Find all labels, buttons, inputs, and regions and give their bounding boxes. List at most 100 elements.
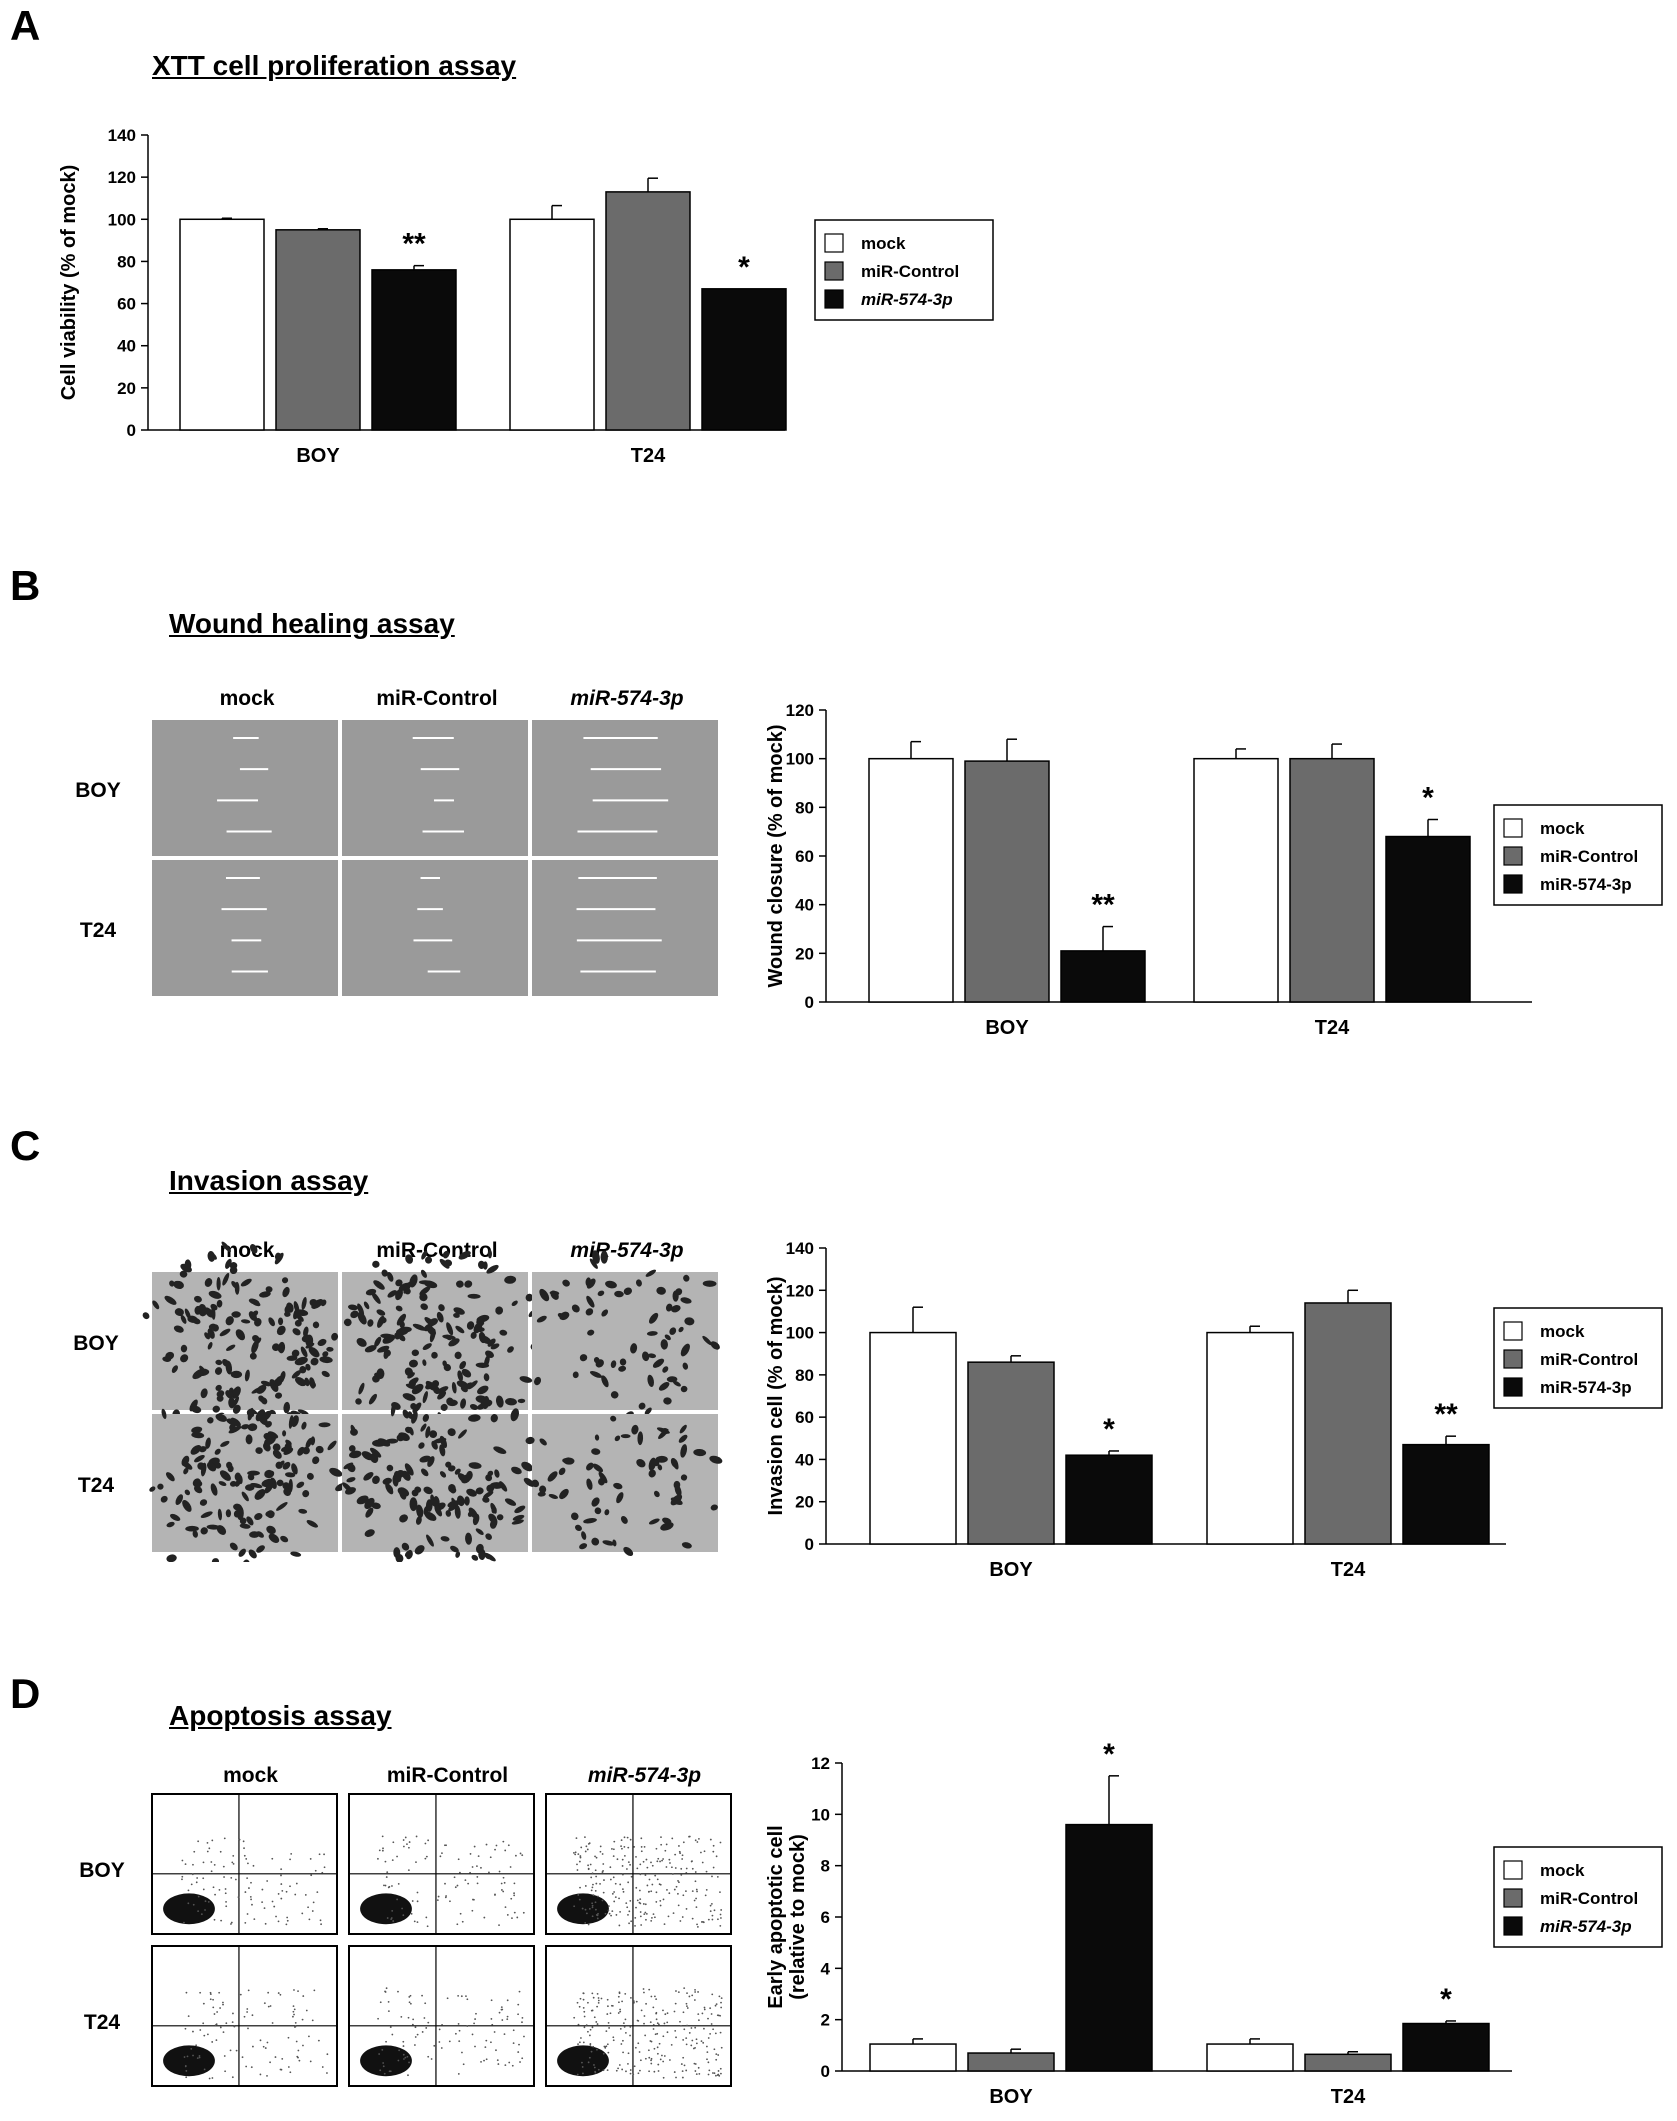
event-dot <box>285 1890 288 1893</box>
event-dot <box>644 2057 647 2060</box>
event-dot <box>653 2047 656 2050</box>
event-dot <box>587 2001 589 2004</box>
event-dot <box>681 1854 684 1857</box>
event-dot <box>696 1926 699 1928</box>
event-dot <box>628 1910 631 1913</box>
stained-cell <box>245 1484 255 1491</box>
y-tick-label: 20 <box>795 1493 814 1512</box>
event-dot <box>454 1886 457 1889</box>
event-dot <box>596 1917 599 1920</box>
legend-box <box>814 219 994 321</box>
stained-cell <box>678 1434 688 1443</box>
event-dot <box>621 1888 624 1890</box>
event-dot <box>480 2060 482 2063</box>
panel-a-title: XTT cell proliferation assay <box>152 50 517 81</box>
stained-cell <box>399 1514 408 1523</box>
event-dot <box>232 1854 235 1857</box>
stained-cell <box>489 1519 497 1529</box>
event-dot <box>592 1996 595 1999</box>
event-dot <box>219 2026 222 2029</box>
stained-cell <box>169 1513 181 1521</box>
event-dot <box>588 1907 591 1910</box>
stained-cell <box>675 1288 683 1296</box>
event-dot <box>706 2051 709 2054</box>
event-dot <box>640 1837 643 1840</box>
legend-label: miR-Control <box>1540 847 1638 866</box>
event-dot <box>720 2072 722 2075</box>
stained-cell <box>453 1307 465 1315</box>
event-dot <box>666 1889 668 1891</box>
event-dot <box>471 1866 474 1868</box>
event-dot <box>642 1988 645 1990</box>
stained-cell <box>214 1367 223 1375</box>
event-dot <box>199 2029 202 2031</box>
event-dot <box>591 1904 594 1907</box>
stained-cell <box>249 1298 261 1307</box>
stained-cell <box>404 1463 414 1476</box>
event-dot <box>719 2014 722 2017</box>
event-dot <box>485 1843 488 1846</box>
stained-cell <box>180 1344 188 1353</box>
event-dot <box>247 1989 250 1992</box>
stained-cell <box>395 1288 403 1301</box>
event-dot <box>693 2062 696 2065</box>
event-dot <box>643 1913 646 1916</box>
event-dot <box>404 2056 407 2059</box>
stained-cell <box>276 1325 286 1336</box>
event-dot <box>659 1904 662 1907</box>
stained-cell <box>267 1431 279 1439</box>
stained-cell <box>204 1307 214 1318</box>
y-tick-label: 40 <box>117 337 136 356</box>
event-dot <box>436 1899 439 1902</box>
stained-cell <box>312 1456 320 1465</box>
event-dot <box>714 2004 717 2007</box>
event-dot <box>313 1989 316 1992</box>
bar-boy-0 <box>868 757 954 1003</box>
event-dot <box>705 1870 708 1873</box>
event-dot <box>426 1925 429 1928</box>
event-dot <box>461 2051 463 2054</box>
event-dot <box>619 2010 622 2013</box>
event-dot <box>224 2070 227 2073</box>
stained-cell <box>216 1390 225 1398</box>
event-dot <box>618 2064 621 2066</box>
event-dot <box>223 1876 225 1878</box>
event-dot <box>404 1836 407 1839</box>
stained-cell <box>457 1370 463 1382</box>
event-dot <box>222 2031 225 2033</box>
stained-cell <box>595 1359 604 1368</box>
stained-cell <box>408 1379 416 1388</box>
bar-t24-1 <box>605 191 691 431</box>
event-dot <box>190 1883 193 1886</box>
event-dot <box>472 1898 474 1901</box>
stained-cell <box>306 1472 314 1480</box>
event-dot <box>621 1847 623 1850</box>
event-dot <box>592 1894 595 1897</box>
event-dot <box>518 2043 520 2046</box>
stained-cell <box>539 1438 547 1446</box>
legend-label: miR-574-3p <box>1540 875 1632 894</box>
stained-cell <box>310 1357 319 1366</box>
stained-cell <box>404 1426 413 1434</box>
stained-cell <box>248 1549 257 1559</box>
event-dot <box>266 2041 269 2044</box>
stained-cell <box>321 1370 330 1378</box>
event-dot <box>670 2043 673 2046</box>
event-dot <box>421 2031 424 2033</box>
event-dot <box>181 1859 184 1862</box>
legend-label: miR-574-3p <box>861 290 953 309</box>
event-dot <box>591 1872 594 1875</box>
y-tick-label: 12 <box>811 1754 830 1773</box>
event-dot <box>389 2026 392 2029</box>
stained-cell <box>475 1487 484 1495</box>
panel-letter-d: D <box>10 1670 41 1717</box>
stained-cell <box>461 1368 472 1378</box>
stained-cell <box>487 1338 496 1347</box>
event-dot <box>627 2052 630 2055</box>
event-dot <box>691 1917 694 1920</box>
event-dot <box>471 2033 474 2036</box>
stained-cell <box>358 1382 365 1395</box>
event-dot <box>686 2007 689 2009</box>
event-dot <box>195 1881 198 1884</box>
